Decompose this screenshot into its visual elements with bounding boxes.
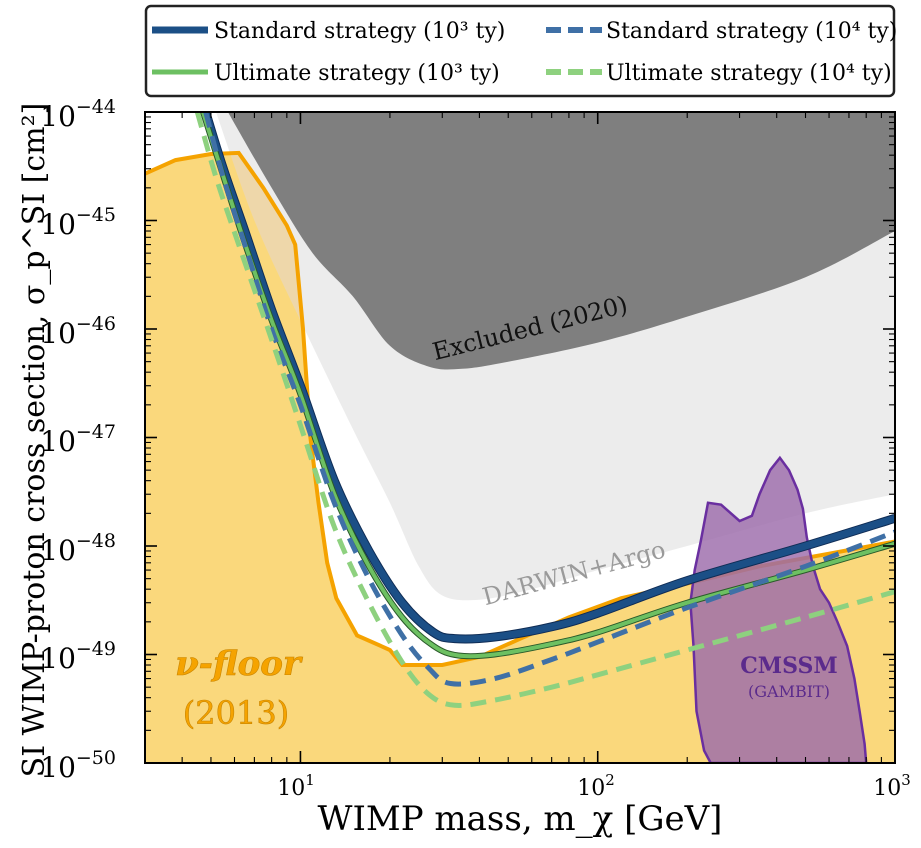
x-axis-label: WIMP mass, m_χ [GeV] — [318, 799, 723, 839]
y-tick-label: 10−47 — [40, 421, 116, 458]
legend: Standard strategy (10³ ty) Ultimate stra… — [144, 4, 897, 98]
series-layer — [194, 112, 895, 708]
series-line-dashed-2 — [203, 112, 895, 687]
x-tick-label: 102 — [577, 771, 615, 801]
nu-floor-label: ν-floor — [175, 644, 303, 684]
y-tick-label: 10−49 — [40, 638, 116, 675]
x-tick-labels: 101 102 103 — [277, 771, 911, 801]
series-line-dashed-3 — [194, 112, 895, 708]
y-tick-label: 10−48 — [40, 530, 116, 567]
y-tick-label: 10−45 — [40, 204, 116, 241]
cmssm-label: CMSSM — [740, 653, 838, 679]
legend-label-standard-1e4: Standard strategy (10⁴ ty) — [606, 19, 897, 44]
x-tick-label: 103 — [873, 771, 911, 801]
y-tick-label: 10−46 — [40, 313, 116, 350]
nu-floor-year: (2013) — [183, 694, 289, 732]
legend-box — [144, 4, 896, 98]
plot-frame — [144, 111, 896, 764]
y-tick-label: 10−50 — [40, 747, 116, 784]
legend-label-ultimate-1e4: Ultimate strategy (10⁴ ty) — [606, 61, 892, 86]
legend-label-standard-1e3: Standard strategy (10³ ty) — [214, 19, 505, 44]
series-line-solid-0 — [202, 112, 895, 643]
y-tick-label: 10−44 — [40, 96, 116, 133]
x-tick-label: 101 — [277, 771, 315, 801]
excluded-region — [227, 112, 895, 370]
y-tick-labels: 10−44 10−45 10−46 10−47 10−48 10−49 10−5… — [40, 96, 116, 784]
cmssm-sublabel: (GAMBIT) — [748, 682, 830, 701]
y-axis-label: SI WIMP-proton cross section, σ_p^SI [cm… — [17, 103, 52, 778]
cmssm-region — [689, 455, 868, 763]
legend-label-ultimate-1e3: Ultimate strategy (10³ ty) — [214, 61, 500, 86]
